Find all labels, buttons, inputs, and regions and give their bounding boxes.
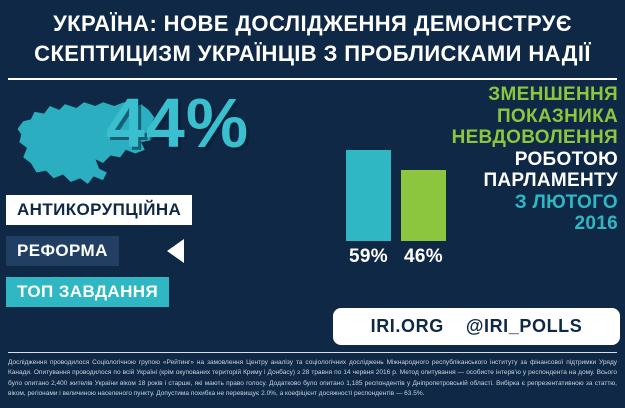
headline-white-1: РОБОТОЮ: [514, 148, 618, 170]
headline-teal-2: 2016: [574, 213, 618, 234]
chart-column-before: 59%: [346, 150, 391, 268]
iri-twitter-handle[interactable]: @IRI_POLLS: [465, 316, 583, 336]
label-top-task: ТОП ЗАВДАННЯ: [6, 277, 170, 307]
headline-green-1: ЗМЕНШЕННЯ: [488, 84, 618, 105]
dissatisfaction-bar-chart: 59% 46%: [346, 150, 446, 268]
headline-teal-1: З ЛЮТОГО: [514, 191, 618, 213]
top-divider: [8, 78, 617, 80]
bar-label-59: 59%: [349, 246, 388, 267]
headline-line-1: УКРАЇНА: НОВЕ ДОСЛІДЖЕННЯ ДЕМОНСТРУЄ: [53, 11, 572, 36]
anticorruption-stat: 44%: [106, 84, 250, 162]
left-arrow-icon: [167, 239, 184, 263]
headline-green-2: ПОКАЗНИКА: [496, 105, 618, 127]
headline: УКРАЇНА: НОВЕ ДОСЛІДЖЕННЯ ДЕМОНСТРУЄ СКЕ…: [0, 9, 625, 69]
bottom-divider: [8, 352, 617, 353]
headline-white-2: ПАРЛАМЕНТУ: [483, 170, 618, 191]
parliament-headline: ЗМЕНШЕННЯ ПОКАЗНИКА НЕВДОВОЛЕННЯ РОБОТОЮ…: [452, 84, 618, 235]
bar-46-percent: [401, 170, 446, 241]
headline-line-2: СКЕПТИЦИЗМ УКРАЇНЦІВ З ПРОБЛИСКАМИ НАДІЇ: [34, 41, 591, 66]
label-anticorruption: АНТИКОРУПЦІЙНА: [6, 195, 193, 225]
ukraine-map-icon: [8, 92, 160, 198]
methodology-fineprint: Дослідження проводилося Соціологічною гр…: [8, 359, 617, 398]
chart-column-after: 46%: [401, 170, 446, 268]
label-reform: РЕФОРМА: [6, 236, 119, 266]
iri-badge: IRI.ORG @IRI_POLLS: [333, 308, 620, 345]
bar-59-percent: [346, 150, 391, 241]
iri-website-link[interactable]: IRI.ORG: [370, 316, 444, 336]
headline-green-3: НЕВДОВОЛЕННЯ: [451, 127, 618, 148]
bar-label-46: 46%: [404, 246, 443, 267]
